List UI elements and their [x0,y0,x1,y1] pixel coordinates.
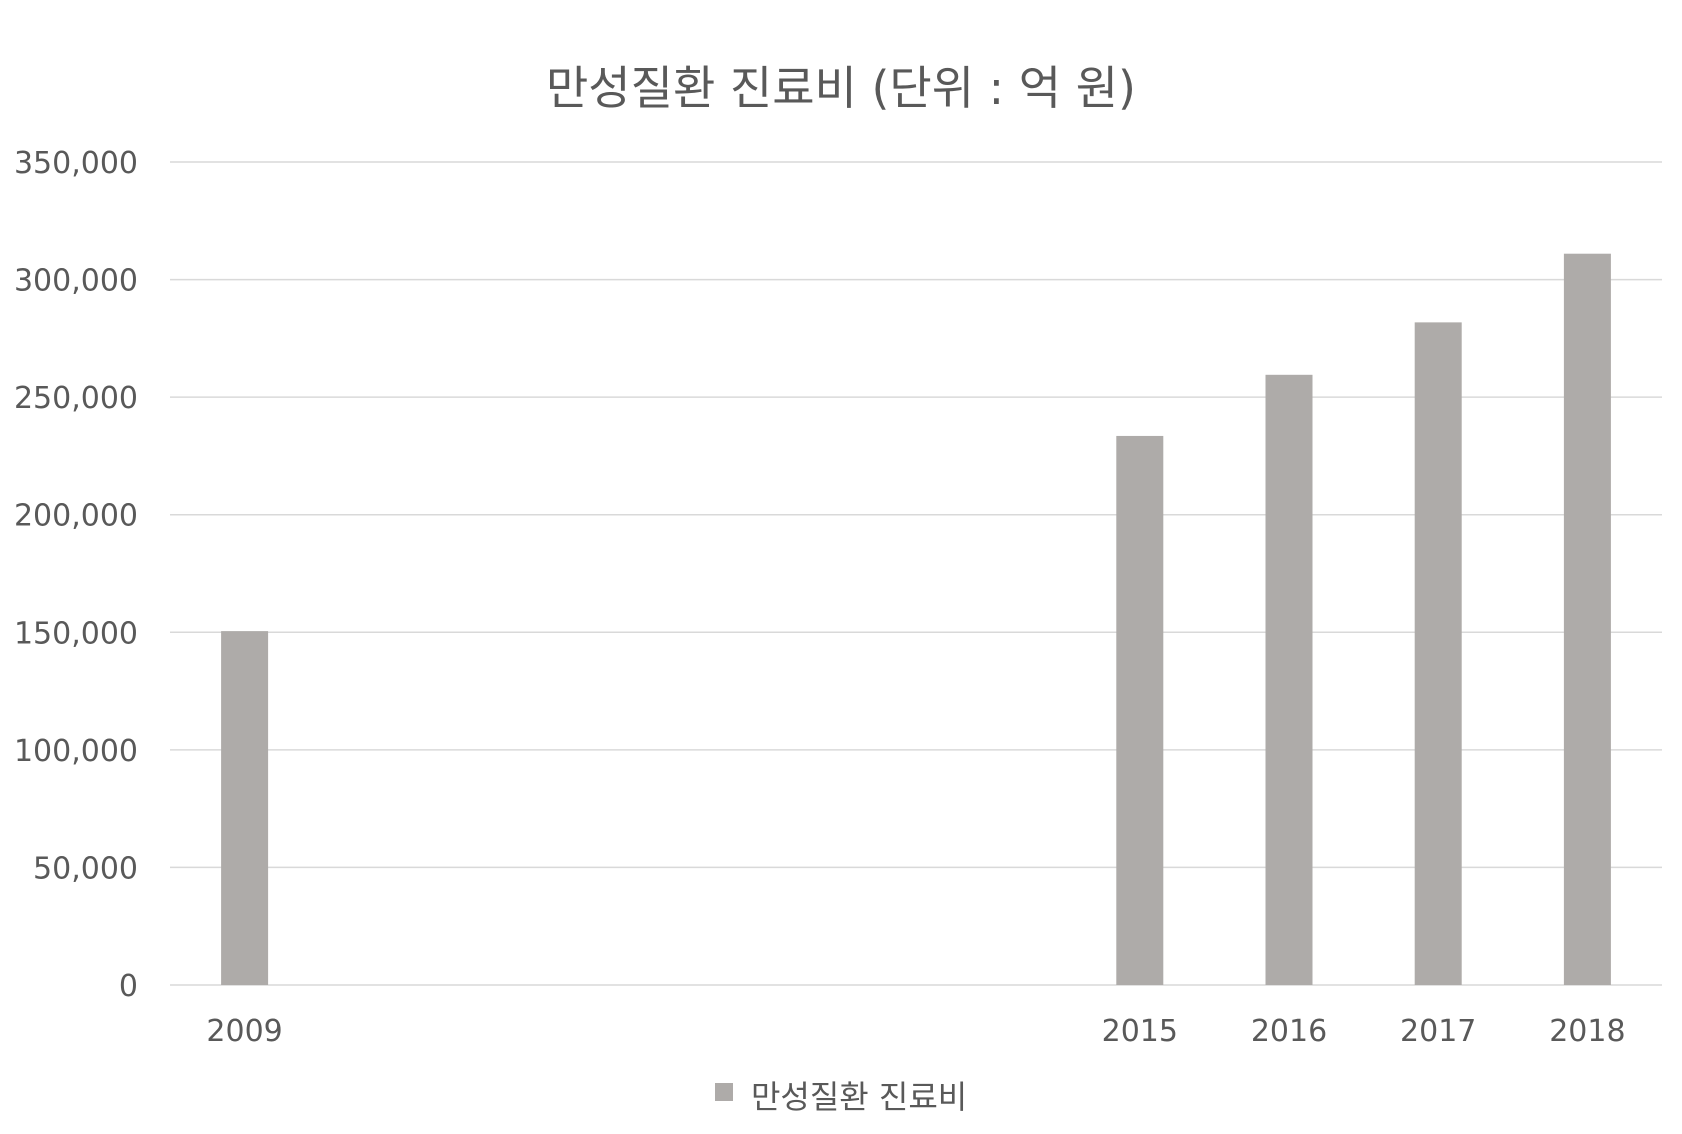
legend-swatch [714,1083,733,1101]
y-tick-label: 50,000 [33,851,138,886]
y-tick-label: 0 [119,969,138,1004]
x-tick-label: 2016 [1251,1014,1327,1049]
bar-2016 [1265,374,1313,985]
y-tick-label: 100,000 [14,734,138,769]
x-tick-label: 2015 [1102,1014,1178,1049]
legend-label: 만성질환 진료비 [750,1078,968,1116]
x-tick-label: 2018 [1549,1014,1625,1049]
y-tick-label: 200,000 [14,499,138,534]
y-tick-label: 250,000 [14,381,138,416]
bar-2018 [1563,253,1611,986]
bar-2009 [221,631,269,985]
bar-2017 [1414,322,1462,985]
y-tick-label: 150,000 [14,616,138,651]
y-tick-label: 350,000 [14,146,138,181]
legend: 만성질환 진료비 [0,1072,1682,1118]
chart-title: 만성질환 진료비 (단위 : 억 원) [545,61,1137,115]
x-tick-label: 2017 [1400,1014,1476,1049]
bar-2015 [1116,435,1164,986]
y-tick-label: 300,000 [14,264,138,299]
x-tick-label: 2009 [206,1014,282,1049]
